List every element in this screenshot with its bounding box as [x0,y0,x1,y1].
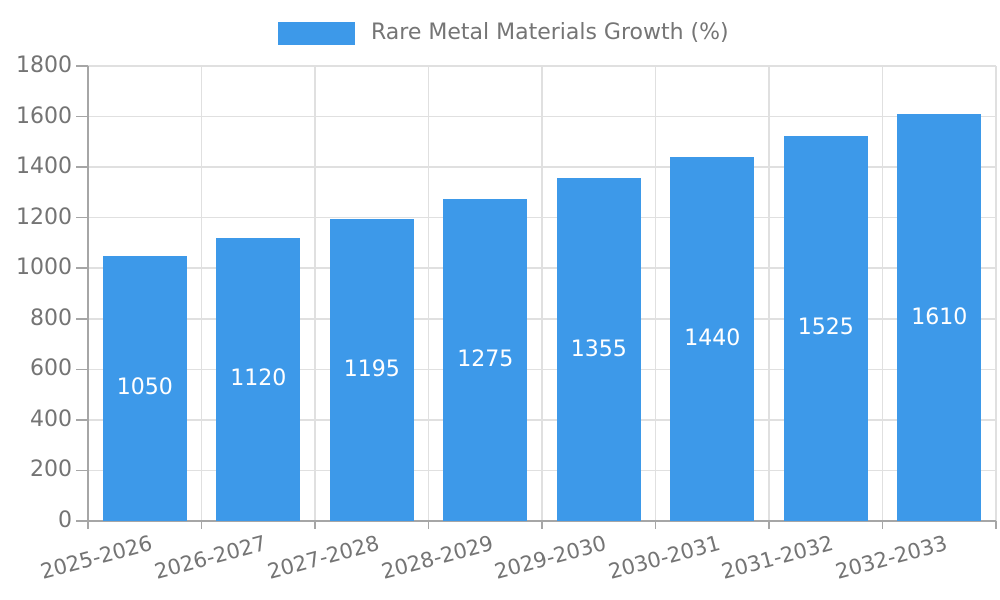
x-axis-tick [87,521,89,529]
y-axis-line [87,66,89,521]
x-axis-tick-label: 2032-2033 [832,531,950,584]
y-axis-tick-label: 0 [58,508,72,533]
x-axis-tick-label: 2026-2027 [151,531,269,584]
bar-2030-2031 [670,157,755,521]
y-axis-tick [76,318,88,320]
y-axis-tick [76,216,88,219]
gridline-vertical [541,66,543,521]
y-axis-tick-label: 200 [30,457,72,483]
bar-value-label: 1275 [457,346,514,372]
y-axis-tick [76,469,88,472]
y-axis-tick-label: 400 [30,406,72,432]
bar-value-label: 1120 [230,366,287,392]
x-axis-tick [541,521,543,529]
x-axis-tick-label: 2029-2030 [492,531,609,584]
gridline-vertical [881,66,884,521]
bar-2029-2030 [556,178,641,521]
x-axis-tick-label: 2031-2032 [719,531,836,584]
x-axis-tick [200,521,203,529]
y-axis-tick [76,267,88,269]
bar-value-label: 1440 [684,326,741,351]
bar-2025-2026 [102,255,187,521]
bar-value-label: 1610 [911,304,968,330]
y-axis-tick-label: 800 [30,305,72,331]
bar-value-label: 1050 [116,375,173,401]
gridline-vertical [654,66,657,521]
bar-2032-2033 [897,114,982,521]
y-axis-tick-label: 1400 [16,154,72,180]
y-axis-tick [76,166,88,168]
bar-value-label: 1195 [343,356,400,382]
y-axis-tick-label: 1800 [16,53,72,78]
y-axis-tick-label: 1600 [16,103,72,129]
y-axis-tick [76,419,88,421]
x-axis-tick-label: 2027-2028 [265,531,382,584]
y-axis-tick-label: 1200 [16,204,72,230]
bar-value-label: 1525 [797,315,854,341]
y-axis-tick [76,520,88,522]
bar-2031-2032 [783,135,868,521]
gridline-vertical [427,66,430,521]
y-axis-tick-label: 600 [30,356,72,382]
bar-value-label: 1355 [570,336,627,362]
x-axis-tick [314,521,316,529]
x-axis-tick-label: 2030-2031 [605,531,723,584]
gridline-vertical [314,66,316,521]
gridline-vertical [995,66,997,521]
x-axis-tick [995,521,997,529]
x-axis-tick [427,521,430,529]
legend-swatch [278,21,355,45]
bar-2028-2029 [443,198,528,521]
bar-2027-2028 [329,218,414,521]
y-axis-tick-label: 1000 [16,255,72,281]
x-axis-tick-label: 2028-2029 [378,531,496,584]
y-axis-tick [76,115,88,118]
x-axis-line [88,520,996,522]
x-axis-tick [881,521,884,529]
y-axis-tick [76,368,88,371]
x-axis-tick [654,521,657,529]
x-axis-tick [768,521,770,529]
gridline-vertical [768,66,770,521]
x-axis-tick-label: 2025-2026 [38,531,155,584]
legend-label: Rare Metal Materials Growth (%) [371,20,729,45]
chart-legend: Rare Metal Materials Growth (%) [278,20,729,46]
y-axis-tick [76,65,88,67]
bar-2026-2027 [216,237,301,521]
gridline-vertical [200,66,203,521]
